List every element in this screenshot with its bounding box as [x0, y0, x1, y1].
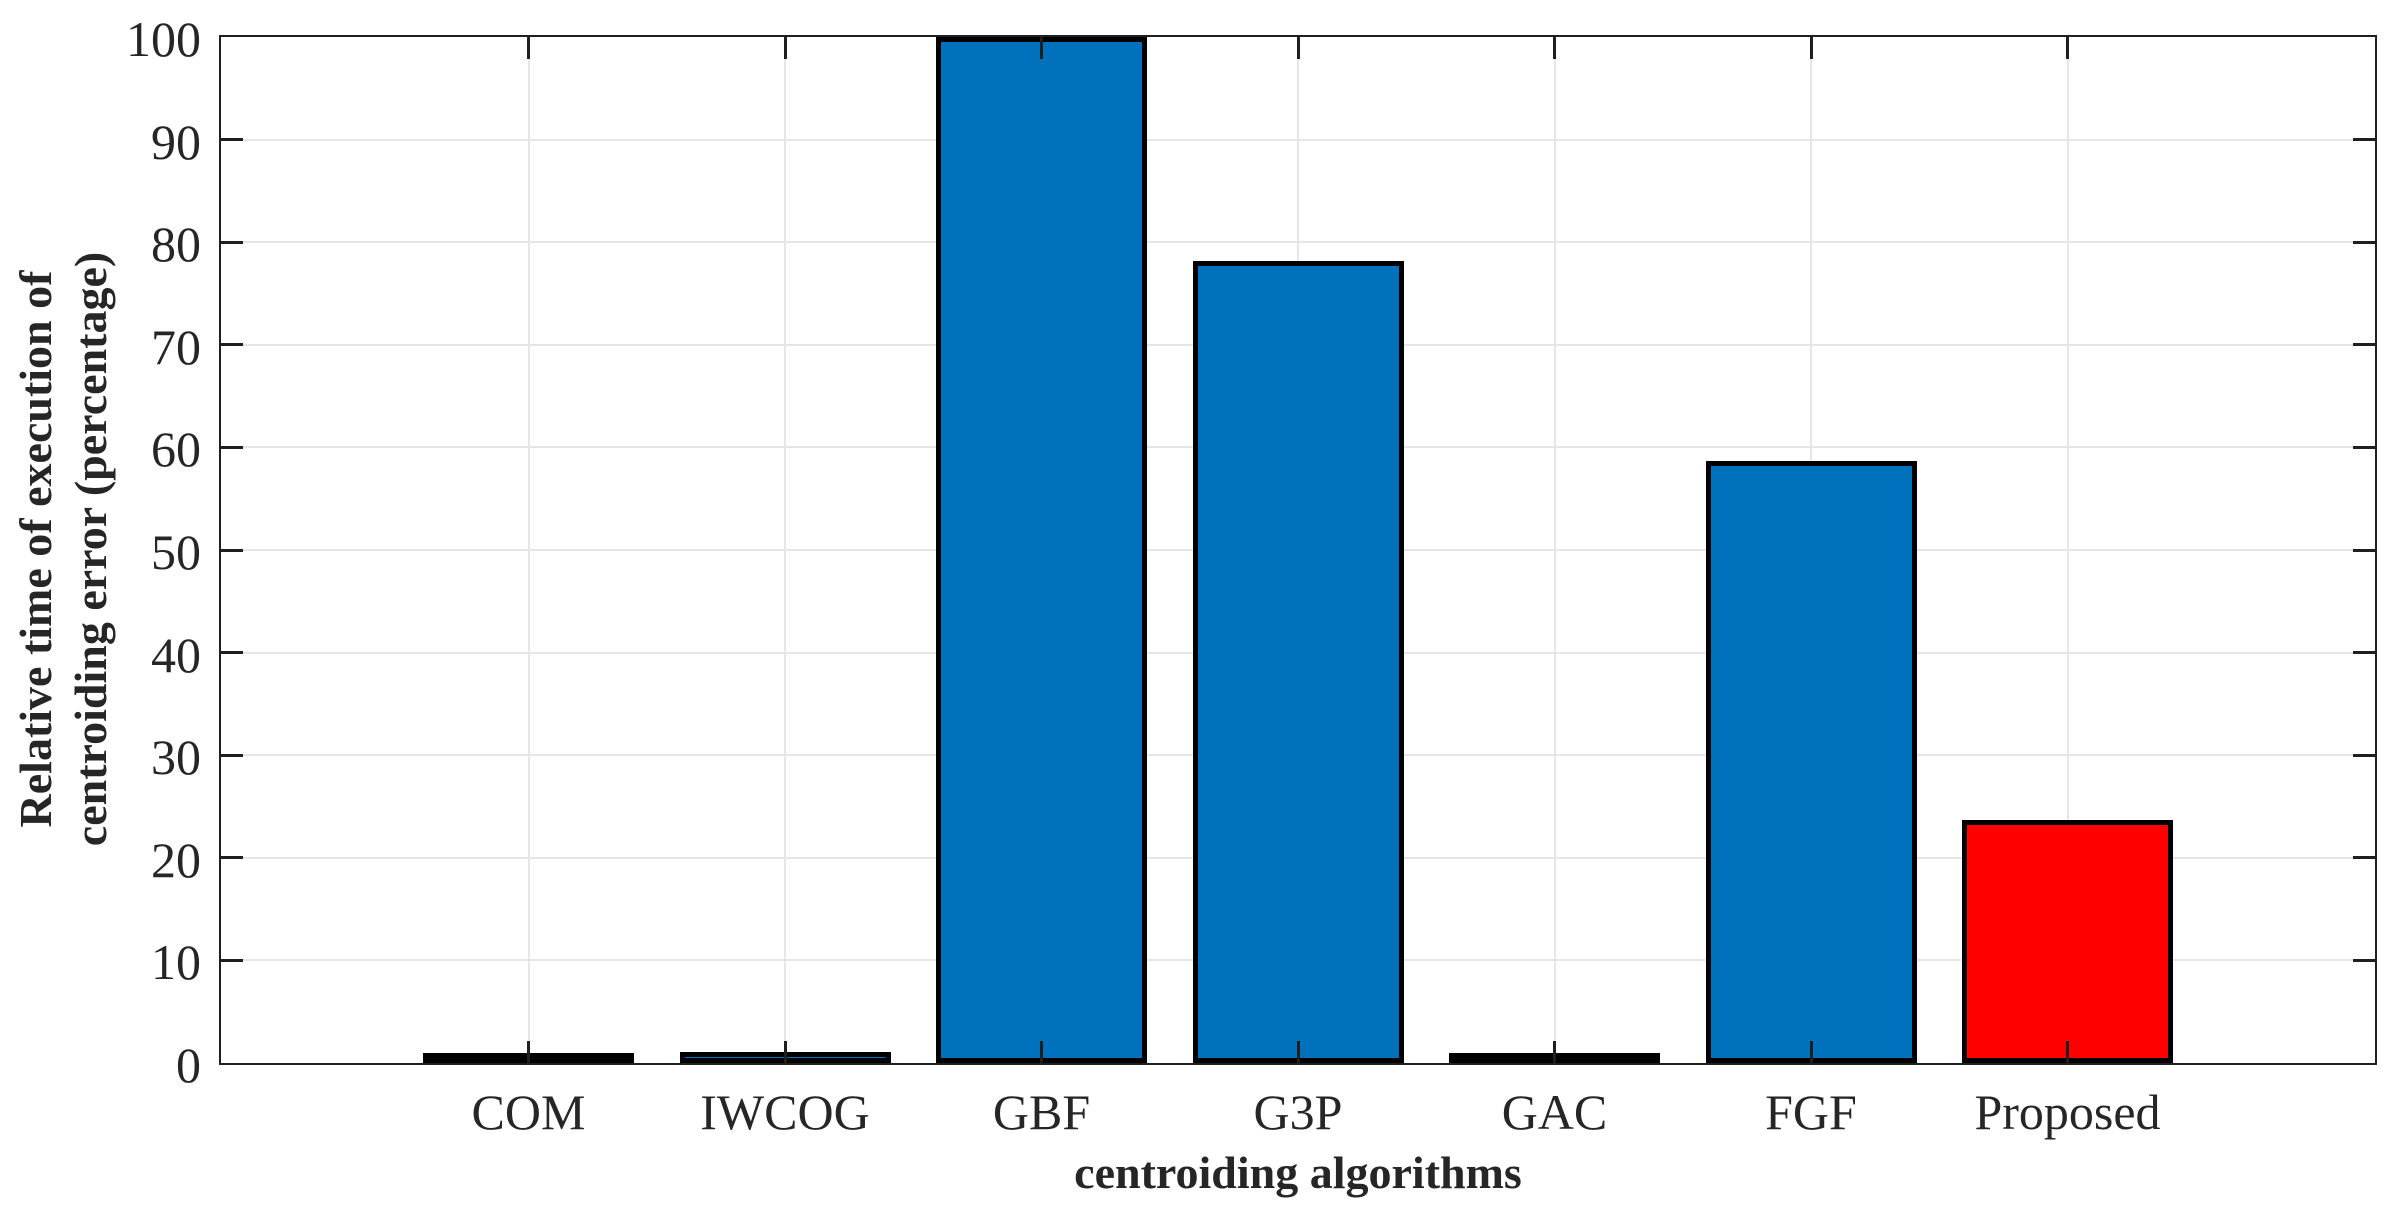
y-tick-left-10 [221, 958, 243, 962]
x-gridline-com [527, 37, 530, 1063]
x-tick-bottom-gac [1553, 1041, 1556, 1063]
y-tick-right-80 [2353, 240, 2375, 244]
x-tick-bottom-proposed [2066, 1041, 2069, 1063]
x-tick-label-iwcog: IWCOG [700, 1084, 870, 1140]
x-tick-bottom-iwcog [783, 1041, 787, 1063]
x-gridline-gac [1553, 37, 1556, 1063]
y-tick-label-80: 80 [151, 216, 201, 273]
x-tick-top-g3p [1296, 37, 1300, 59]
x-tick-top-iwcog [783, 37, 787, 59]
x-tick-label-g3p: G3P [1253, 1084, 1343, 1140]
y-tick-label-100: 100 [126, 11, 201, 67]
y-tick-right-40 [2353, 651, 2375, 655]
y-tick-label-70: 70 [151, 318, 201, 375]
bar-g3p [1192, 261, 1404, 1063]
y-tick-right-90 [2353, 138, 2375, 142]
x-tick-top-proposed [2066, 37, 2069, 59]
bar-proposed [1962, 820, 2173, 1063]
x-tick-label-gbf: GBF [992, 1084, 1091, 1140]
x-tick-top-gbf [1040, 37, 1043, 59]
x-tick-label-com: COM [471, 1084, 586, 1140]
y-tick-label-20: 20 [151, 831, 201, 888]
y-tick-right-50 [2353, 548, 2375, 552]
x-tick-bottom-fgf [1809, 1041, 1813, 1063]
x-gridline-iwcog [784, 37, 786, 1063]
x-tick-label-proposed: Proposed [1974, 1084, 2161, 1140]
y-tick-left-90 [221, 138, 243, 142]
x-tick-top-com [527, 37, 530, 59]
x-tick-top-fgf [1809, 37, 1813, 59]
plot-area [219, 35, 2377, 1065]
bar-fgf [1705, 461, 1917, 1063]
y-tick-right-60 [2353, 445, 2375, 449]
y-tick-label-50: 50 [151, 524, 201, 580]
x-tick-label-gac: GAC [1501, 1084, 1608, 1140]
y-tick-label-0: 0 [176, 1037, 201, 1093]
y-tick-right-30 [2353, 753, 2375, 757]
y-tick-right-70 [2353, 343, 2375, 347]
y-tick-left-50 [221, 548, 243, 552]
y-tick-left-60 [221, 445, 243, 449]
x-tick-label-fgf: FGF [1765, 1084, 1857, 1140]
x-tick-bottom-g3p [1296, 1041, 1300, 1063]
y-tick-left-70 [221, 343, 243, 347]
x-tick-bottom-com [527, 1041, 530, 1063]
y-tick-left-20 [221, 856, 243, 860]
y-tick-label-30: 30 [151, 729, 201, 786]
y-tick-label-40: 40 [151, 626, 201, 683]
y-tick-right-10 [2353, 958, 2375, 962]
y-tick-left-30 [221, 753, 243, 757]
bar-gbf [936, 37, 1147, 1063]
y-tick-left-40 [221, 651, 243, 655]
y-tick-label-60: 60 [151, 421, 201, 478]
y-tick-label-90: 90 [151, 113, 201, 170]
y-tick-label-10: 10 [151, 934, 201, 991]
x-tick-bottom-gbf [1040, 1041, 1043, 1063]
x-gridline-proposed [2066, 37, 2069, 1063]
x-axis-label: centroiding algorithms [1074, 1147, 1522, 1198]
y-tick-right-20 [2353, 856, 2375, 860]
y-tick-left-80 [221, 240, 243, 244]
x-tick-top-gac [1553, 37, 1556, 59]
